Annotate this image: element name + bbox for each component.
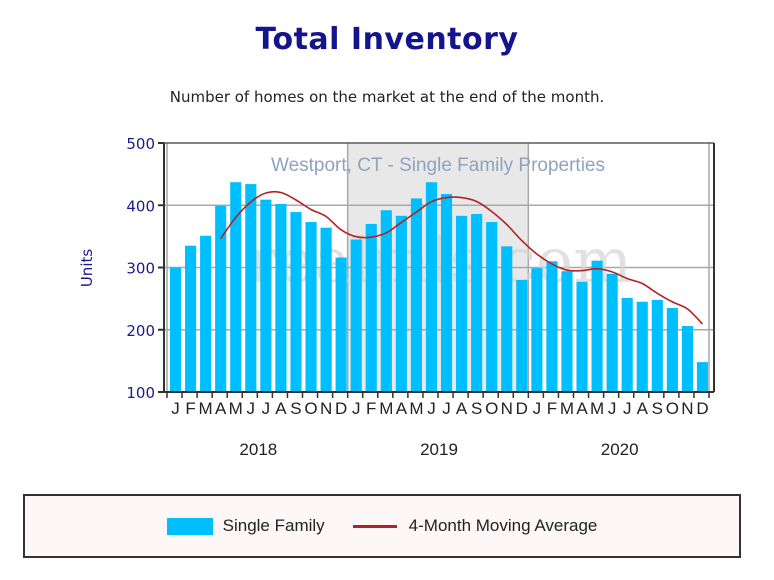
bar bbox=[486, 222, 498, 392]
x-tick-label: O bbox=[485, 399, 498, 418]
x-tick-label: M bbox=[560, 399, 574, 418]
x-tick-label: O bbox=[666, 399, 679, 418]
bar bbox=[591, 260, 603, 392]
x-tick-label: J bbox=[352, 399, 361, 418]
x-tick-label: N bbox=[681, 399, 693, 418]
x-tick-label: J bbox=[533, 399, 542, 418]
bar bbox=[696, 362, 709, 392]
bar bbox=[425, 182, 438, 392]
x-tick-label: M bbox=[590, 399, 604, 418]
chart-svg: realmls.com Westport, CT - Single Family… bbox=[78, 135, 715, 459]
y-axis-label: Units bbox=[78, 249, 96, 288]
x-tick-label: D bbox=[516, 399, 528, 418]
bar bbox=[245, 184, 257, 392]
bar bbox=[410, 198, 422, 392]
legend-label-moving-average: 4-Month Moving Average bbox=[408, 516, 598, 535]
x-tick-label: D bbox=[335, 399, 347, 418]
bar bbox=[380, 210, 392, 392]
bar bbox=[681, 326, 693, 392]
y-tick-label: 400 bbox=[126, 197, 155, 215]
chart-title: Total Inventory bbox=[255, 22, 519, 57]
bar bbox=[546, 261, 558, 392]
x-tick-label: F bbox=[547, 399, 557, 418]
bar bbox=[576, 281, 588, 392]
x-tick-label: F bbox=[185, 399, 195, 418]
bar bbox=[636, 301, 648, 392]
bar bbox=[230, 182, 242, 392]
x-tick-label: J bbox=[623, 399, 632, 418]
x-tick-label: N bbox=[501, 399, 513, 418]
x-tick-label: J bbox=[171, 399, 180, 418]
bar bbox=[606, 273, 618, 392]
legend-swatch-single-family bbox=[166, 517, 213, 535]
bar bbox=[621, 298, 633, 392]
bar bbox=[651, 299, 663, 392]
bar bbox=[185, 245, 197, 392]
legend-label-single-family: Single Family bbox=[222, 516, 325, 535]
y-tick-label: 500 bbox=[126, 135, 155, 153]
chart-subtitle: Number of homes on the market at the end… bbox=[169, 88, 605, 106]
x-tick-label: A bbox=[396, 399, 408, 418]
year-label-2019: 2019 bbox=[420, 440, 458, 459]
bar bbox=[320, 227, 332, 392]
x-tick-label: J bbox=[262, 399, 271, 418]
bar bbox=[215, 205, 227, 392]
bar bbox=[350, 239, 362, 392]
bar bbox=[275, 204, 287, 392]
x-tick-label: A bbox=[275, 399, 287, 418]
bar bbox=[169, 267, 182, 392]
bar bbox=[335, 257, 347, 392]
bar bbox=[561, 271, 573, 392]
x-tick-label: J bbox=[608, 399, 617, 418]
bar bbox=[471, 213, 483, 392]
year-label-2020: 2020 bbox=[601, 440, 639, 459]
bar bbox=[290, 212, 302, 392]
bar bbox=[516, 279, 528, 392]
bar bbox=[456, 215, 468, 392]
y-tick-label: 300 bbox=[126, 260, 155, 278]
bar bbox=[395, 215, 407, 392]
x-tick-label: A bbox=[215, 399, 227, 418]
y-tick-label: 100 bbox=[126, 384, 155, 402]
x-tick-label: S bbox=[471, 399, 482, 418]
x-tick-label: M bbox=[379, 399, 393, 418]
moving-average-line bbox=[220, 190, 704, 325]
x-tick-label: N bbox=[320, 399, 332, 418]
x-tick-label: M bbox=[229, 399, 243, 418]
x-tick-label: M bbox=[199, 399, 213, 418]
year-label-2018: 2018 bbox=[239, 440, 277, 459]
x-tick-label: O bbox=[304, 399, 317, 418]
legend: Single Family 4-Month Moving Average bbox=[23, 494, 741, 558]
legend-swatch-moving-average bbox=[352, 524, 397, 528]
bar bbox=[305, 222, 317, 392]
x-tick-label: J bbox=[427, 399, 436, 418]
y-tick-label: 200 bbox=[126, 322, 155, 340]
x-tick-label: F bbox=[366, 399, 376, 418]
bar bbox=[501, 246, 513, 392]
x-tick-label: J bbox=[442, 399, 451, 418]
bar bbox=[440, 194, 453, 392]
bar bbox=[666, 307, 678, 392]
x-tick-label: J bbox=[247, 399, 256, 418]
x-tick-label: A bbox=[456, 399, 468, 418]
x-tick-label: S bbox=[290, 399, 301, 418]
x-tick-label: A bbox=[637, 399, 649, 418]
chart-annotation: Westport, CT - Single Family Properties bbox=[271, 155, 605, 176]
x-tick-label: M bbox=[409, 399, 423, 418]
x-tick-label: D bbox=[696, 399, 708, 418]
x-tick-label: S bbox=[652, 399, 663, 418]
bar bbox=[531, 268, 543, 392]
x-tick-label: A bbox=[576, 399, 588, 418]
bar bbox=[260, 199, 272, 392]
bar bbox=[200, 235, 212, 392]
bar bbox=[365, 223, 377, 392]
